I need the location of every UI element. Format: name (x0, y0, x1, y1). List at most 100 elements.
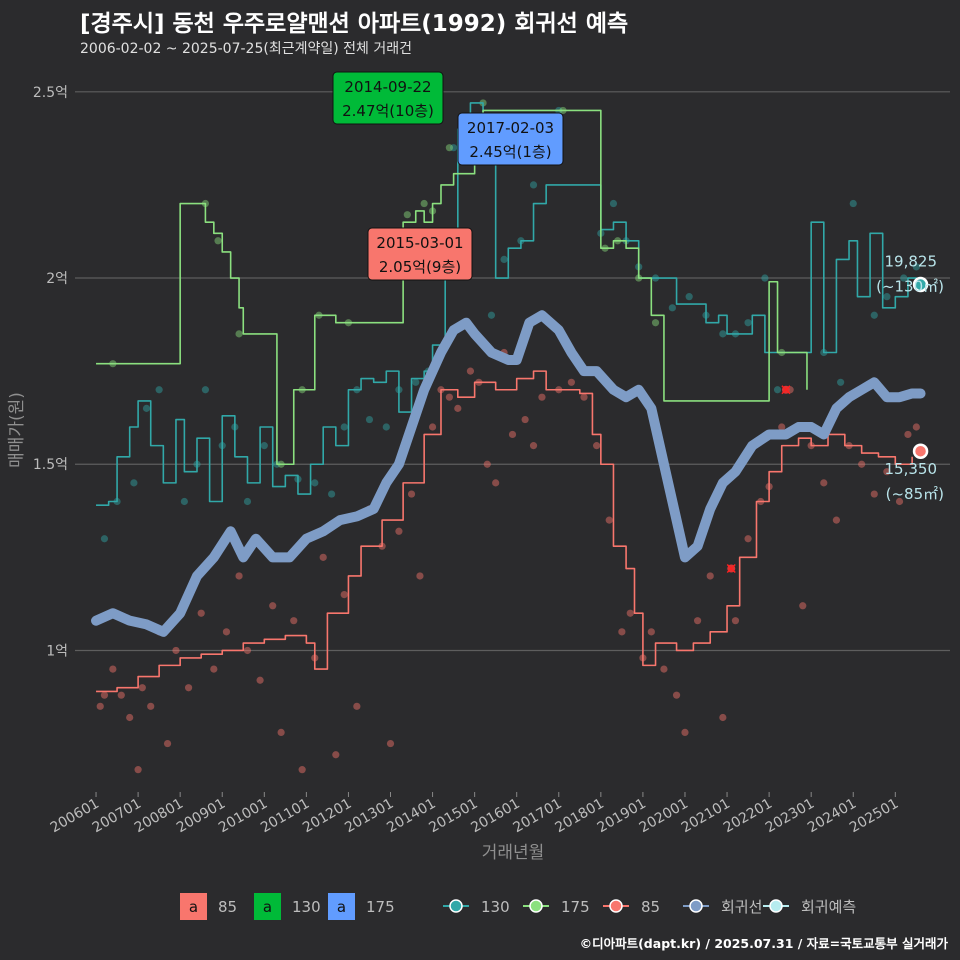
data-point-175 (235, 330, 243, 338)
data-point-130 (870, 311, 878, 319)
data-point-130 (155, 386, 163, 394)
data-point-85 (744, 535, 752, 543)
data-point-130 (849, 199, 857, 208)
data-point-175 (651, 319, 660, 327)
data-point-85 (428, 423, 437, 431)
data-point-85 (298, 766, 306, 774)
data-point-85 (407, 490, 416, 498)
y-tick-label: 2억 (46, 271, 68, 287)
data-point-175 (214, 237, 222, 245)
data-point-85 (870, 490, 878, 498)
data-point-130 (412, 378, 420, 386)
data-point-130 (773, 386, 782, 394)
legend-label: 85 (641, 898, 660, 916)
data-point-130 (142, 404, 151, 412)
special-marks: 19,825 (~130㎡) 15,350 (~85㎡) (726, 253, 944, 574)
data-point-85 (100, 691, 109, 699)
data-point-85 (492, 479, 500, 487)
data-point-130 (609, 199, 618, 208)
legend-swatch-letter: a (337, 898, 346, 916)
data-point-85 (197, 609, 205, 617)
annotation-price: 2.45억(1층) (469, 143, 551, 161)
data-point-85 (731, 617, 740, 625)
legend-label: 130 (292, 898, 321, 916)
data-point-85 (184, 684, 193, 692)
data-point-85 (904, 430, 912, 439)
data-point-175 (420, 199, 428, 208)
data-point-85 (416, 572, 424, 580)
y-tick-label: 1.5억 (33, 457, 68, 473)
data-point-130 (130, 479, 138, 487)
legend-label: 175 (366, 898, 395, 916)
data-point-85 (319, 553, 327, 561)
data-point-85 (243, 646, 252, 655)
data-point-85 (222, 628, 231, 636)
legend-label: 회귀선 (721, 898, 762, 916)
data-point-85 (778, 423, 786, 431)
annotation-date: 2015-03-01 (376, 234, 463, 252)
data-point-85 (96, 702, 104, 710)
data-point-85 (521, 415, 529, 424)
data-point-130 (912, 263, 920, 271)
series-lines (96, 102, 918, 693)
legend-swatch-175 (328, 893, 355, 920)
data-point-85 (883, 468, 891, 476)
data-point-85 (799, 602, 807, 610)
data-point-85 (134, 766, 142, 774)
annotation-price: 2.05억(9층) (379, 258, 461, 276)
data-point-130 (180, 497, 188, 506)
legend-dot (689, 899, 703, 913)
data-point-85 (660, 665, 668, 673)
data-point-85 (618, 628, 626, 636)
legend: a 85 a 130 a 175 130 175 85 회귀선 회귀예측 (180, 893, 856, 920)
data-point-85 (163, 739, 172, 748)
data-point-85 (126, 713, 134, 722)
data-point-85 (353, 702, 361, 710)
data-point-130 (328, 490, 336, 498)
annotation-box-85 (367, 227, 473, 281)
legend-label: 175 (561, 898, 590, 916)
data-point-85 (832, 516, 841, 524)
x-tick-label: 202501 (847, 796, 901, 837)
data-point-130 (450, 144, 458, 152)
data-point-130 (719, 330, 727, 338)
annotations: 2014-09-22 2.47억(10층) 2017-02-03 2.45억(1층) 2… (332, 71, 564, 281)
chart-title: [경주시] 동천 우주로얄맨션 아파트(1992) 회귀선 예측 (80, 11, 629, 37)
data-point-85 (681, 728, 689, 737)
regression-line (91, 310, 926, 637)
annotation-box-130 (332, 71, 444, 125)
scatter-points (96, 99, 920, 774)
data-point-130 (500, 255, 508, 263)
legend-dot (609, 899, 623, 913)
data-point-85 (538, 393, 546, 401)
data-point-130 (311, 479, 319, 487)
data-point-175 (403, 211, 411, 219)
data-point-85 (235, 572, 243, 580)
line-175 (96, 109, 808, 466)
data-point-130 (487, 311, 496, 319)
forecast-area-label: (~85㎡) (886, 485, 944, 503)
legend-label: 85 (218, 898, 237, 916)
y-axis-ticks: 1억 1.5억 2억 2.5억 (33, 85, 68, 660)
data-point-85 (117, 691, 125, 699)
legend-dot (769, 899, 783, 913)
data-point-85 (858, 460, 866, 468)
legend-label: 회귀예측 (801, 898, 856, 916)
data-point-85 (210, 665, 218, 673)
data-point-85 (719, 713, 727, 722)
data-point-130 (243, 497, 252, 506)
data-point-85 (508, 430, 517, 439)
annotation-price: 2.47억(10층) (342, 102, 434, 120)
data-point-85 (109, 665, 117, 673)
legend-swatch-letter: a (189, 898, 198, 916)
data-point-85 (290, 617, 298, 625)
data-point-85 (138, 684, 146, 692)
data-point-85 (567, 378, 575, 386)
forecast-value-label: 19,825 (885, 253, 938, 271)
data-point-85 (483, 460, 491, 468)
legend-swatch-130 (254, 893, 281, 920)
data-point-130 (340, 423, 348, 431)
data-point-85 (454, 404, 462, 412)
annotation-box-175 (457, 112, 564, 166)
